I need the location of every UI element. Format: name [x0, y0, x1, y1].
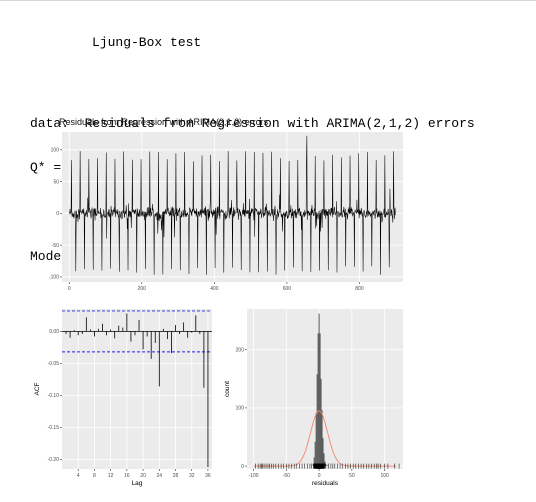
hist-y-tick-label: 100: [236, 406, 245, 412]
hist-y-tick-label: 0: [241, 464, 244, 470]
acf-x-tick-label: 12: [108, 473, 114, 479]
hist-bar: [321, 410, 323, 467]
plot-title: Residuals from Regression with ARIMA(2,1…: [59, 117, 269, 127]
hist-x-tick-label: 50: [349, 473, 355, 479]
hist-x-tick-label: -100: [249, 473, 259, 479]
hist-bar: [317, 333, 319, 467]
residual-time-series-panel: 0 200 400 600 800 -100 -50 0 50 100: [49, 132, 403, 292]
hist-bar: [314, 441, 316, 467]
acf-x-axis-label: Lag: [132, 480, 143, 487]
hist-plot-background: [247, 309, 403, 469]
acf-y-tick-label: -0.15: [48, 425, 60, 431]
ts-x-tick-label: 200: [138, 286, 147, 292]
acf-x-tick-label: 20: [140, 473, 146, 479]
ts-y-tick-label: 100: [51, 148, 60, 154]
hist-density-curve: [253, 410, 397, 467]
test-heading: Ljung-Box test: [92, 34, 202, 50]
acf-x-tick-label: 28: [173, 473, 179, 479]
ts-y-tick-label: -100: [49, 275, 59, 281]
acf-y-tick-label: -0.10: [48, 393, 60, 399]
ts-x-tick-label: 800: [355, 286, 364, 292]
hist-x-tick-label: -50: [283, 473, 290, 479]
ts-x-tick-label: 600: [283, 286, 292, 292]
acf-x-tick-label: 24: [157, 473, 163, 479]
hist-y-tick-label: 200: [236, 348, 245, 354]
hist-x-tick-label: 100: [380, 473, 389, 479]
acf-panel: 4 8 12 16 20 24 28 32 36 -0.20 -0.15 -0.10 -0.05 0.00…: [34, 309, 212, 487]
hist-y-axis-label: count: [224, 381, 231, 397]
ts-residual-series: [69, 135, 396, 275]
console-divider: [0, 0, 536, 1]
data-line: data: Residuals from Regression with ARI…: [30, 115, 475, 131]
hist-bar: [319, 333, 321, 467]
hist-bar: [316, 374, 318, 467]
ts-y-tick-label: -50: [52, 243, 59, 249]
acf-y-tick-label: -0.20: [48, 457, 60, 463]
ts-x-tick-label: 400: [210, 286, 219, 292]
hist-bar: [318, 313, 320, 467]
hist-bar: [313, 457, 315, 467]
hist-bar: [322, 438, 324, 467]
acf-x-tick-label: 16: [124, 473, 130, 479]
ts-x-tick-label: 0: [68, 286, 71, 292]
hist-x-tick-label: 0: [318, 473, 321, 479]
acf-x-tick-label: 8: [93, 473, 96, 479]
hist-bar: [312, 463, 314, 467]
hist-x-axis-label: residuals: [312, 480, 339, 487]
acf-plot-background: [62, 309, 212, 469]
hist-bar: [315, 412, 317, 467]
hist-bar: [325, 464, 327, 467]
acf-y-axis-label: ACF: [34, 382, 41, 395]
histogram-panel: -100 -50 0 50 100 0 100 200 residuals count: [224, 309, 403, 487]
acf-x-tick-label: 32: [189, 473, 195, 479]
ts-y-tick-label: 50: [53, 179, 59, 185]
acf-x-tick-label: 36: [205, 473, 211, 479]
acf-y-tick-label: 0.00: [49, 329, 59, 335]
hist-bar: [320, 378, 322, 467]
hist-bar: [326, 465, 328, 467]
acf-x-tick-label: 4: [77, 473, 80, 479]
ts-y-tick-label: 0: [56, 211, 59, 217]
hist-bar: [323, 453, 325, 467]
acf-y-tick-label: -0.05: [48, 361, 60, 367]
